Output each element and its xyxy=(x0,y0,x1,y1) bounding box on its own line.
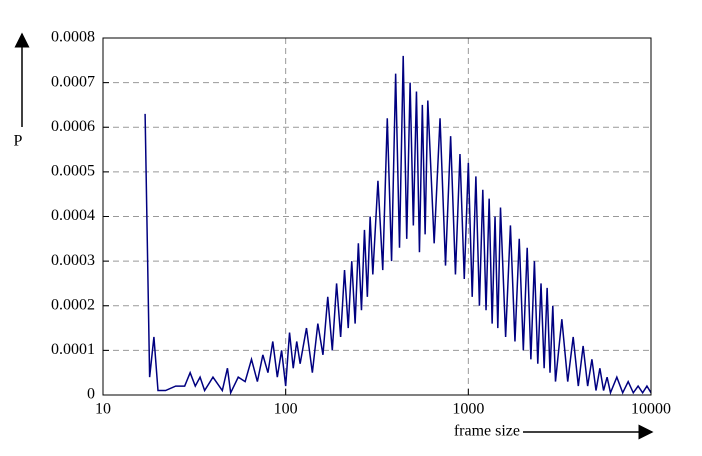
y-axis-label: P xyxy=(14,133,23,150)
data-line xyxy=(144,55,652,396)
x-axis-label: frame size xyxy=(454,423,520,440)
x-tick-label: 10 xyxy=(95,401,111,418)
x-tick-label: 10000 xyxy=(631,401,671,418)
x-tick-label: 1000 xyxy=(452,401,484,418)
y-tick-label: 0.0001 xyxy=(51,341,95,358)
plot-frame xyxy=(102,37,652,396)
y-tick-label: 0.0005 xyxy=(51,163,95,180)
y-tick-label: 0.0004 xyxy=(51,207,95,224)
y-tick-label: 0.0002 xyxy=(51,296,95,313)
y-tick-label: 0 xyxy=(87,386,95,403)
y-tick-label: 0.0008 xyxy=(51,29,95,46)
x-tick-label: 100 xyxy=(274,401,298,418)
y-tick-label: 0.0007 xyxy=(51,73,95,90)
y-tick-label: 0.0003 xyxy=(51,252,95,269)
y-tick-label: 0.0006 xyxy=(51,118,95,135)
